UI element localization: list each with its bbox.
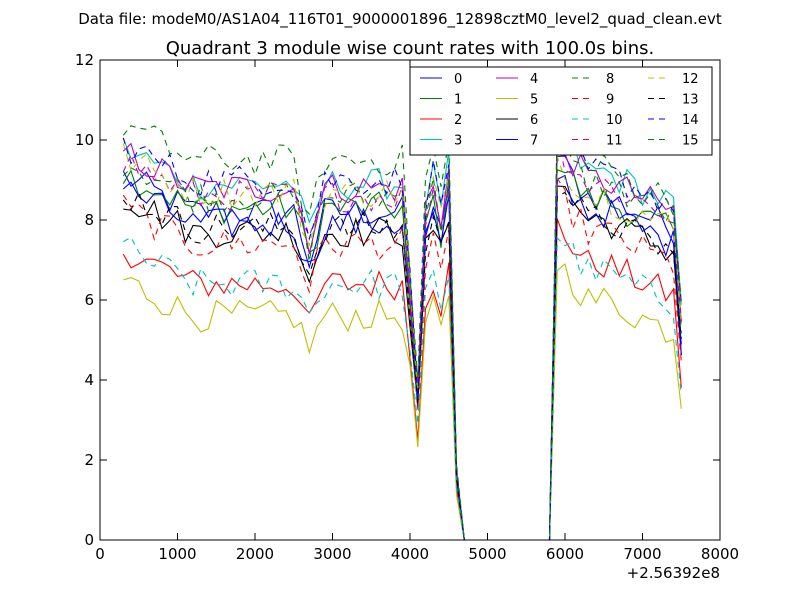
series-line-6 <box>123 185 682 541</box>
x-tick-label: 2000 <box>236 545 274 563</box>
series-line-13 <box>122 191 682 541</box>
legend-label-2: 2 <box>454 113 462 128</box>
series-line-15 <box>122 124 682 541</box>
x-offset-label: +2.56392e8 <box>627 564 720 582</box>
series-line-8 <box>122 134 682 541</box>
legend-label-4: 4 <box>530 72 538 87</box>
x-tick-label: 5000 <box>468 545 506 563</box>
legend-label-15: 15 <box>682 134 699 149</box>
y-tick-label: 6 <box>84 291 94 309</box>
series-line-7 <box>122 174 682 541</box>
x-tick-label: 7000 <box>623 545 661 563</box>
legend-label-5: 5 <box>530 93 538 108</box>
series-line-14 <box>122 117 682 541</box>
legend-label-10: 10 <box>606 113 623 128</box>
legend-label-3: 3 <box>454 134 462 149</box>
x-tick-label: 6000 <box>546 545 584 563</box>
y-tick-label: 4 <box>84 371 94 389</box>
y-tick-label: 8 <box>84 211 94 229</box>
legend-label-6: 6 <box>530 113 538 128</box>
legend-label-11: 11 <box>606 134 623 149</box>
series-line-2 <box>122 218 682 541</box>
legend-label-13: 13 <box>682 93 699 108</box>
x-tick-label: 0 <box>95 545 105 563</box>
legend-label-1: 1 <box>454 93 462 108</box>
x-tick-label: 8000 <box>701 545 739 563</box>
x-tick-label: 3000 <box>313 545 351 563</box>
legend-label-0: 0 <box>454 72 462 87</box>
x-tick-label: 1000 <box>158 545 196 563</box>
chart-title: Quadrant 3 module wise count rates with … <box>166 38 655 59</box>
legend-label-12: 12 <box>682 72 699 87</box>
legend-label-7: 7 <box>530 134 538 149</box>
series-line-9 <box>122 177 682 541</box>
y-tick-label: 2 <box>84 451 94 469</box>
y-tick-label: 0 <box>84 531 94 549</box>
legend-label-9: 9 <box>606 93 614 108</box>
series-layer <box>122 117 682 541</box>
y-tick-label: 10 <box>75 131 94 149</box>
series-line-12 <box>122 143 682 541</box>
series-line-1 <box>122 169 682 541</box>
series-line-10 <box>123 236 682 541</box>
chart-suptitle: Data file: modeM0/AS1A04_116T01_90000018… <box>78 10 722 29</box>
legend-label-8: 8 <box>606 72 614 87</box>
series-line-5 <box>123 263 682 541</box>
legend-box <box>409 66 713 156</box>
y-tick-label: 12 <box>75 51 94 69</box>
ticks-layer: 0 1000 2000 3000 4000 5000 6000 7000 80000246810… <box>75 51 739 563</box>
x-tick-label: 4000 <box>391 545 429 563</box>
series-line-3 <box>122 133 682 541</box>
legend-label-14: 14 <box>682 113 699 128</box>
series-line-4 <box>122 132 682 541</box>
